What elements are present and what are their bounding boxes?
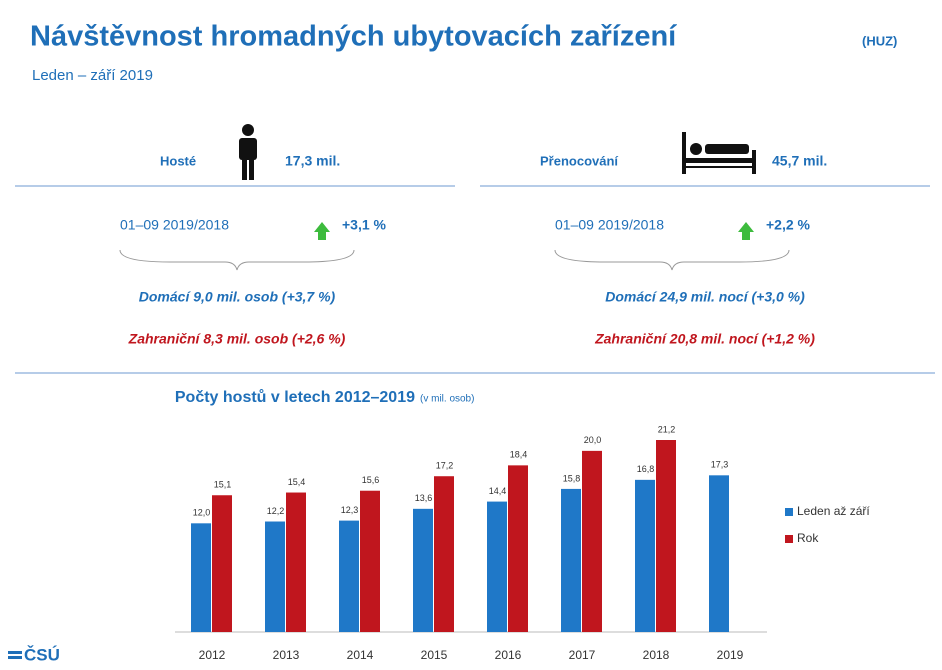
bar: [413, 508, 433, 632]
value-label: 17,3: [711, 460, 729, 470]
panel-total: 45,7 mil.: [772, 153, 827, 169]
bar: [265, 521, 285, 632]
bar: [286, 492, 306, 632]
x-tick-label: 2014: [347, 648, 374, 662]
chart-title: Počty hostů v letech 2012–2019: [175, 389, 415, 406]
value-label: 14,4: [489, 486, 507, 496]
value-label: 12,0: [193, 508, 211, 518]
title: Návštěvnost hromadných ubytovacích zaříz…: [30, 21, 677, 53]
panel-label: Hosté: [160, 153, 196, 168]
legend-label: Rok: [797, 531, 819, 545]
value-label: 15,8: [563, 473, 581, 483]
x-tick-label: 2012: [199, 648, 226, 662]
bar: [561, 488, 581, 632]
chart-subtitle: (v mil. osob): [420, 394, 474, 405]
subtitle: Leden – září 2019: [32, 67, 153, 84]
panel-foreign: Zahraniční 8,3 mil. osob (+2,6 %): [128, 331, 346, 347]
bar: [582, 450, 602, 632]
value-label: 15,1: [214, 480, 232, 490]
brace: [554, 249, 790, 271]
logo-text: ČSÚ: [24, 645, 60, 664]
panel-foreign: Zahraniční 20,8 mil. nocí (+1,2 %): [594, 331, 815, 347]
panel-period: 01–09 2019/2018: [555, 217, 664, 233]
value-label: 16,8: [637, 464, 655, 474]
value-label: 12,3: [341, 505, 359, 515]
up-arrow: [738, 222, 754, 240]
legend-swatch: [785, 508, 793, 516]
value-label: 17,2: [436, 461, 454, 471]
panel-domestic: Domácí 9,0 mil. osob (+3,7 %): [139, 289, 336, 305]
bar: [508, 465, 528, 632]
panel-domestic: Domácí 24,9 mil. nocí (+3,0 %): [605, 289, 805, 305]
x-tick-label: 2013: [273, 648, 300, 662]
panel-label: Přenocování: [540, 153, 618, 168]
x-tick-label: 2016: [495, 648, 522, 662]
value-label: 18,4: [510, 450, 528, 460]
bar: [487, 501, 507, 632]
bar: [656, 440, 676, 632]
panel-change: +2,2 %: [766, 217, 811, 233]
value-label: 15,6: [362, 475, 380, 485]
legend-swatch: [785, 535, 793, 543]
value-label: 12,2: [267, 506, 285, 516]
panel-total: 17,3 mil.: [285, 153, 340, 169]
bar: [434, 476, 454, 632]
bar: [635, 479, 655, 632]
bar: [191, 523, 211, 632]
x-tick-label: 2018: [643, 648, 670, 662]
value-label: 21,2: [658, 424, 676, 434]
up-arrow: [314, 222, 330, 240]
legend-label: Leden až září: [797, 504, 870, 518]
panel-period: 01–09 2019/2018: [120, 217, 229, 233]
value-label: 20,0: [584, 435, 602, 445]
value-label: 13,6: [415, 493, 433, 503]
title-note: (HUZ): [862, 33, 897, 48]
bed-icon: [682, 132, 756, 174]
bar: [339, 520, 359, 632]
bar: [212, 495, 232, 632]
logo: ČSÚ: [8, 645, 60, 664]
bar: [709, 475, 729, 632]
bar: [360, 490, 380, 632]
person-icon: [239, 124, 257, 180]
panel-change: +3,1 %: [342, 217, 387, 233]
value-label: 15,4: [288, 477, 306, 487]
x-tick-label: 2019: [717, 648, 744, 662]
x-tick-label: 2015: [421, 648, 448, 662]
brace: [119, 249, 355, 271]
x-tick-label: 2017: [569, 648, 596, 662]
